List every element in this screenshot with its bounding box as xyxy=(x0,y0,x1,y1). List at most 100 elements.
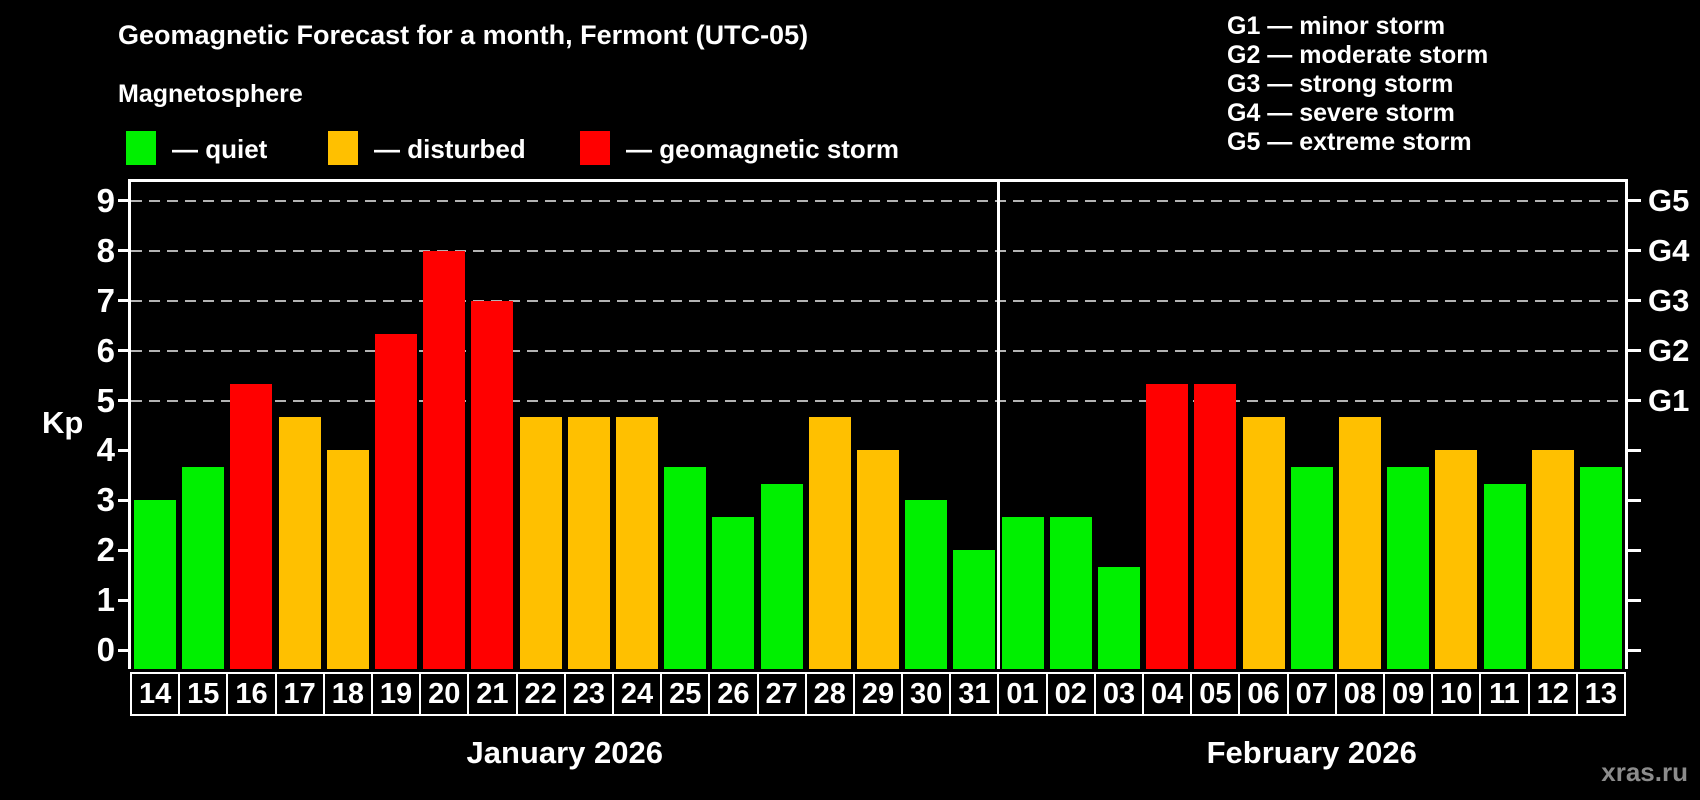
y-tick-mark-right-4 xyxy=(1628,448,1641,452)
kp-bar-january-29 xyxy=(857,450,899,669)
y-tick-mark-right-0 xyxy=(1628,648,1641,652)
plot-inner xyxy=(131,182,1625,669)
kp-bar-january-30 xyxy=(905,500,948,669)
day-label-february-12: 12 xyxy=(1527,672,1578,716)
gridline-kp9 xyxy=(131,199,1625,202)
kp-bar-january-14 xyxy=(134,500,177,669)
kp-bar-february-12 xyxy=(1531,450,1574,669)
kp-bar-february-10 xyxy=(1435,450,1478,669)
kp-bar-february-04 xyxy=(1146,384,1189,669)
kp-bar-february-01 xyxy=(1001,516,1044,669)
kp-bar-february-03 xyxy=(1097,566,1140,669)
chart-title: Geomagnetic Forecast for a month, Fermon… xyxy=(118,20,809,50)
kp-bar-january-25 xyxy=(664,466,707,669)
legend-swatch-quiet xyxy=(126,131,156,165)
month-label-january: January 2026 xyxy=(466,735,663,770)
kp-bar-february-06 xyxy=(1242,416,1285,669)
y-tick-label-9: 9 xyxy=(96,181,115,219)
y-tick-mark-left-4 xyxy=(118,448,131,452)
month-separator-line xyxy=(996,182,1000,669)
g-legend-item-g2: G2 — moderate storm xyxy=(1227,41,1489,69)
kp-bar-january-24 xyxy=(616,416,659,669)
kp-bar-february-02 xyxy=(1049,516,1092,669)
kp-bar-february-05 xyxy=(1194,384,1237,669)
y-tick-mark-right-7 xyxy=(1628,299,1641,303)
y-tick-label-1: 1 xyxy=(96,581,115,619)
kp-bar-january-22 xyxy=(519,416,562,669)
day-label-january-22: 22 xyxy=(515,672,566,716)
y-tick-label-8: 8 xyxy=(96,231,115,269)
kp-bar-january-17 xyxy=(278,416,321,669)
day-label-january-21: 21 xyxy=(467,672,518,716)
day-label-february-08: 08 xyxy=(1334,672,1386,716)
y-tick-mark-right-3 xyxy=(1628,498,1641,502)
day-label-january-18: 18 xyxy=(322,672,373,716)
kp-bar-january-28 xyxy=(808,416,851,669)
kp-bar-january-26 xyxy=(712,516,755,669)
y-tick-mark-left-3 xyxy=(118,498,131,502)
y-tick-mark-right-2 xyxy=(1628,548,1641,552)
day-label-january-29: 29 xyxy=(852,672,904,716)
y-tick-mark-right-5 xyxy=(1628,399,1641,402)
gridline-kp8 xyxy=(131,249,1625,252)
y-axis-title: Kp xyxy=(42,405,84,440)
g-scale-label-g2: G2 xyxy=(1648,332,1690,368)
kp-bar-february-13 xyxy=(1579,466,1622,669)
day-label-february-09: 09 xyxy=(1383,672,1434,716)
day-label-january-16: 16 xyxy=(226,672,277,716)
day-label-january-17: 17 xyxy=(274,672,325,716)
y-tick-label-6: 6 xyxy=(96,331,115,369)
legend-swatch-storm xyxy=(580,131,610,165)
g-legend-item-g5: G5 — extreme storm xyxy=(1227,128,1472,156)
kp-bar-january-21 xyxy=(471,300,514,669)
y-tick-mark-right-1 xyxy=(1628,598,1641,602)
day-label-february-11: 11 xyxy=(1479,672,1530,716)
g-scale-label-g4: G4 xyxy=(1648,232,1690,268)
y-tick-label-7: 7 xyxy=(96,281,115,319)
kp-bar-january-15 xyxy=(182,466,225,669)
kp-bar-february-11 xyxy=(1483,483,1526,669)
kp-bar-february-09 xyxy=(1387,466,1430,669)
day-label-january-20: 20 xyxy=(419,672,470,716)
day-label-january-24: 24 xyxy=(611,672,663,716)
day-label-january-26: 26 xyxy=(708,672,759,716)
g-legend-item-g1: G1 — minor storm xyxy=(1227,12,1446,40)
day-label-january-23: 23 xyxy=(563,672,614,716)
kp-bar-january-16 xyxy=(230,384,273,669)
y-tick-label-0: 0 xyxy=(96,631,115,668)
kp-bar-january-23 xyxy=(567,416,610,669)
kp-bar-january-20 xyxy=(423,250,466,669)
day-label-february-02: 02 xyxy=(1045,672,1096,716)
kp-bar-january-27 xyxy=(760,483,803,669)
legend-label-disturbed: — disturbed xyxy=(374,134,526,164)
day-label-february-01: 01 xyxy=(997,672,1048,716)
watermark: xras.ru xyxy=(1601,757,1688,787)
y-tick-mark-right-8 xyxy=(1628,249,1641,253)
g-scale-label-g3: G3 xyxy=(1648,282,1690,318)
y-tick-mark-left-2 xyxy=(118,548,131,552)
y-tick-label-3: 3 xyxy=(96,481,115,519)
kp-bar-february-07 xyxy=(1290,466,1333,669)
day-label-january-27: 27 xyxy=(756,672,807,716)
day-label-january-30: 30 xyxy=(901,672,952,716)
g-scale-label-g5: G5 xyxy=(1648,182,1690,218)
kp-bar-january-18 xyxy=(326,450,369,669)
g-legend-item-g4: G4 — severe storm xyxy=(1227,99,1455,127)
day-label-january-15: 15 xyxy=(178,672,229,716)
day-label-february-03: 03 xyxy=(1093,672,1145,716)
y-tick-mark-left-8 xyxy=(118,249,131,253)
y-tick-mark-right-9 xyxy=(1628,199,1641,203)
y-tick-label-2: 2 xyxy=(96,531,115,569)
day-label-february-04: 04 xyxy=(1142,672,1193,716)
storm-scale-legend: G1 — minor storm G2 — moderate storm G3 — … xyxy=(1227,12,1488,157)
gridline-kp6 xyxy=(131,349,1625,352)
kp-bar-january-19 xyxy=(375,334,418,669)
y-tick-mark-left-0 xyxy=(118,648,131,652)
y-tick-mark-left-1 xyxy=(118,598,131,602)
y-tick-mark-right-6 xyxy=(1628,349,1641,353)
y-tick-mark-left-6 xyxy=(118,349,131,353)
gridline-kp7 xyxy=(131,299,1625,302)
legend-label-storm: — geomagnetic storm xyxy=(626,134,900,164)
gridline-kp5 xyxy=(131,399,1625,402)
